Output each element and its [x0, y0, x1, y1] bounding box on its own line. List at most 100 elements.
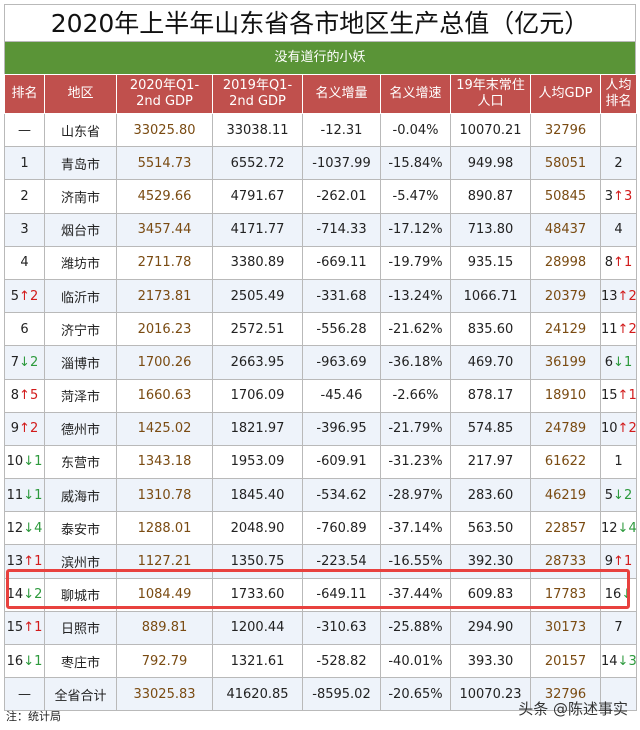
gdp-2019-cell-value: 33038.11 [226, 122, 289, 138]
rank-cell-value: 1 [20, 155, 29, 171]
gdp-2019-cell: 33038.11 [212, 112, 303, 148]
nominal-increase-cell: -8595.02 [302, 677, 381, 712]
region-cell-value: 泰安市 [60, 522, 100, 538]
gdp-2019-cell-value: 1321.61 [230, 653, 285, 669]
per-capita-rank-cell-value: 12 [601, 520, 618, 536]
rank-cell: 3 [4, 212, 45, 247]
table-row: 13↑1 滨州市 1127.21 1350.75 -223.54 -16.55% 392.3… [4, 544, 637, 579]
population-cell: 10070.23 [450, 677, 531, 712]
gdp-2019-cell-value: 1845.40 [230, 487, 285, 503]
gdp-per-capita-cell-value: 36199 [544, 354, 587, 370]
gdp-2020-cell-value: 3457.44 [137, 222, 192, 238]
gdp-2019-cell: 3380.89 [212, 245, 303, 280]
gdp-per-capita-cell: 18910 [530, 378, 601, 413]
table-row: — 全省合计 33025.83 41620.85 -8595.02 -20.65% 1007… [4, 677, 637, 712]
header-region: 地区 [44, 74, 117, 114]
gdp-2019-cell-value: 1706.09 [230, 388, 285, 404]
rank-cell-value: 15 [6, 620, 24, 636]
region-cell-value: 聊城市 [60, 589, 100, 605]
table-row: 12↓4 泰安市 1288.01 2048.90 -760.89 -37.14% 563.5… [4, 511, 637, 546]
nominal-growth-cell: -15.84% [380, 146, 451, 181]
rank-cell-value: 13 [6, 554, 24, 570]
table-container: 2020年上半年山东省各市地区生产总值（亿元） 没有道行的小妖 排名 地区 20… [4, 4, 637, 712]
nominal-growth-cell-value: -37.14% [388, 520, 443, 536]
gdp-per-capita-cell: 28733 [530, 544, 601, 579]
population-cell-value: 949.98 [467, 155, 514, 171]
nominal-growth-cell-value: -36.18% [388, 354, 443, 370]
per-capita-rank-arrow: ↑1 [613, 255, 633, 271]
nominal-growth-cell-value: -2.66% [392, 388, 439, 404]
gdp-2019-cell-value: 2663.95 [230, 354, 285, 370]
gdp-2020-cell-value: 1127.21 [137, 554, 192, 570]
gdp-2020-cell: 4529.66 [116, 179, 213, 214]
header-gdp-per-capita: 人均GDP [530, 74, 601, 114]
gdp-2020-cell: 5514.73 [116, 146, 213, 181]
gdp-per-capita-cell-value: 32796 [544, 686, 587, 702]
page-title: 2020年上半年山东省各市地区生产总值（亿元） [4, 4, 636, 42]
gdp-per-capita-cell: 36199 [530, 345, 601, 380]
population-cell-value: 574.85 [467, 421, 514, 437]
population-cell-value: 392.30 [467, 554, 514, 570]
nominal-growth-cell-value: -16.55% [388, 554, 443, 570]
gdp-2019-cell: 41620.85 [212, 677, 303, 712]
region-cell: 东营市 [44, 444, 117, 480]
table-row: 8↑5 菏泽市 1660.63 1706.09 -45.46 -2.66% 878.17 18… [4, 378, 637, 413]
gdp-2019-cell-value: 1821.97 [230, 421, 285, 437]
per-capita-rank-cell-value: 15 [601, 388, 618, 404]
table-row: 7↓2 淄博市 1700.26 2663.95 -963.69 -36.18% 469.70… [4, 345, 637, 380]
nominal-growth-cell: -21.62% [380, 312, 451, 347]
gdp-2019-cell: 1821.97 [212, 411, 303, 446]
per-capita-rank-arrow: ↑3 [613, 188, 633, 204]
population-cell-value: 10070.23 [459, 686, 522, 702]
table-row: 5↑2 临沂市 2173.81 2505.49 -331.68 -13.24% 1066.7… [4, 278, 637, 314]
region-cell-value: 济南市 [60, 190, 100, 206]
gdp-per-capita-cell-value: 22857 [544, 520, 587, 536]
gdp-2019-cell-value: 2505.49 [230, 288, 285, 304]
gdp-2020-cell: 33025.80 [116, 112, 213, 148]
population-cell: 393.30 [450, 643, 531, 679]
rank-cell: 16↓1 [4, 643, 45, 679]
rank-cell: 11↓1 [4, 478, 45, 513]
region-cell-value: 烟台市 [60, 224, 100, 240]
gdp-2019-cell: 4171.77 [212, 212, 303, 247]
region-cell-value: 青岛市 [60, 157, 100, 173]
per-capita-rank-cell [600, 112, 637, 148]
gdp-per-capita-cell: 30173 [530, 610, 601, 646]
population-cell: 1066.71 [450, 278, 531, 314]
gdp-per-capita-cell: 32796 [530, 112, 601, 148]
nominal-growth-cell-value: -13.24% [388, 288, 443, 304]
gdp-2019-cell-value: 2572.51 [230, 321, 285, 337]
nominal-increase-cell-value: -331.68 [316, 288, 367, 304]
header-population: 19年末常住人口 [450, 74, 531, 114]
population-cell-value: 469.70 [467, 354, 514, 370]
region-cell-value: 临沂市 [60, 290, 100, 306]
region-cell: 泰安市 [44, 511, 117, 546]
rank-cell-value: 4 [20, 255, 29, 271]
population-cell: 563.50 [450, 511, 531, 546]
per-capita-rank-cell-value: 5 [604, 487, 614, 503]
gdp-per-capita-cell-value: 61622 [544, 454, 587, 470]
rank-change-arrow: ↑1 [23, 620, 43, 636]
nominal-increase-cell: -262.01 [302, 179, 381, 214]
per-capita-rank-cell: 5↓2 [600, 478, 637, 513]
nominal-increase-cell-value: -556.28 [316, 321, 367, 337]
nominal-increase-cell: -556.28 [302, 312, 381, 347]
per-capita-rank-cell: 2 [600, 146, 637, 181]
rank-change-arrow: ↑5 [19, 388, 39, 404]
population-cell-value: 609.83 [467, 587, 514, 603]
nominal-growth-cell-value: -28.97% [388, 487, 443, 503]
region-cell-value: 威海市 [60, 489, 100, 505]
per-capita-rank-cell-value: 6 [604, 354, 614, 370]
region-cell-value: 山东省 [60, 124, 100, 140]
nominal-increase-cell: -669.11 [302, 245, 381, 280]
nominal-increase-cell-value: -223.54 [316, 554, 367, 570]
per-capita-rank-cell: 4 [600, 212, 637, 247]
gdp-2020-cell: 1700.26 [116, 345, 213, 380]
gdp-2019-cell: 1845.40 [212, 478, 303, 513]
gdp-per-capita-cell: 48437 [530, 212, 601, 247]
nominal-growth-cell: -2.66% [380, 378, 451, 413]
gdp-2019-cell: 1350.75 [212, 544, 303, 579]
population-cell-value: 294.90 [467, 620, 514, 636]
per-capita-rank-cell [600, 677, 637, 712]
gdp-2019-cell: 1953.09 [212, 444, 303, 480]
